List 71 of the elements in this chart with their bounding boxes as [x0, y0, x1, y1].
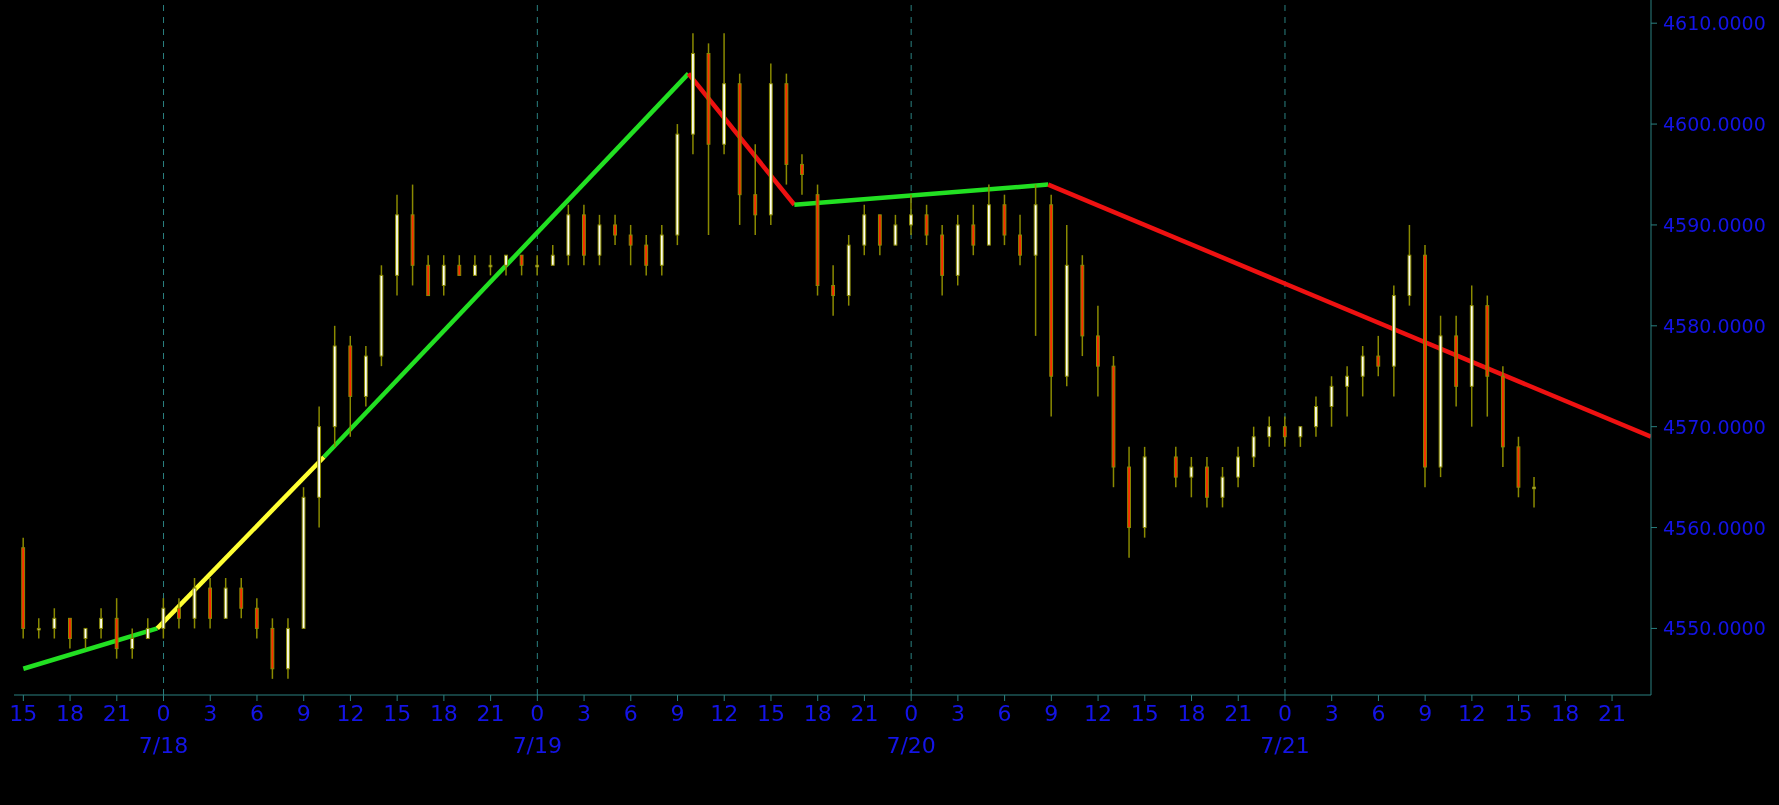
candlestick: [457, 254, 462, 277]
candlestick: [519, 254, 524, 277]
y-tick-label: 4610.0000: [1663, 12, 1766, 35]
candlestick: [831, 264, 836, 317]
x-tick-label: 0 7/21: [1260, 701, 1310, 758]
x-tick-label: 15: [9, 701, 38, 726]
x-tick-label: 18: [803, 701, 832, 726]
y-tick-label: 4560.0000: [1663, 516, 1766, 539]
candlestick: [99, 607, 103, 640]
candlestick: [130, 627, 135, 660]
candlestick: [644, 234, 649, 277]
x-tick-label: 9: [670, 701, 685, 726]
x-tick-label: 18: [1551, 701, 1580, 726]
x-tick-label: 3: [950, 701, 965, 726]
y-tick-label: 4600.0000: [1663, 113, 1766, 136]
x-tick-label: 21: [1224, 701, 1253, 726]
x-tick-label: 12: [710, 701, 739, 726]
x-tick-label: 12: [1084, 701, 1113, 726]
x-tick-label: 6: [623, 701, 638, 726]
x-tick-label: 6: [997, 701, 1012, 726]
candlestick: [1018, 214, 1022, 267]
y-tick-label: 4590.0000: [1663, 213, 1766, 236]
candlestick: [161, 597, 166, 640]
candlestick: [36, 617, 41, 640]
x-tick-label: 15: [1504, 701, 1533, 726]
x-tick-label: 15: [756, 701, 785, 726]
x-tick-label: 0 7/18: [138, 701, 189, 758]
x-tick-label: 15: [383, 701, 412, 726]
candlestick: [145, 617, 150, 640]
candlestick: [472, 254, 477, 277]
x-tick-label: 3: [203, 701, 218, 726]
y-tick-label: 4580.0000: [1663, 314, 1766, 337]
x-tick-label: 0 7/20: [886, 701, 936, 758]
x-tick-label: 6: [1371, 701, 1386, 726]
x-tick-label: 18: [56, 701, 85, 726]
candlestick: [177, 597, 181, 630]
x-tick-label: 21: [102, 701, 131, 726]
y-tick-label: 4550.0000: [1663, 617, 1766, 640]
candlestick: [909, 193, 913, 236]
candlestick: [550, 244, 555, 267]
candlestick: [83, 627, 88, 650]
candlestick: [613, 214, 617, 246]
x-tick-label: 18: [1177, 701, 1206, 726]
y-tick-label: 4570.0000: [1663, 415, 1766, 438]
candlestick: [239, 577, 244, 620]
candlestick: [488, 254, 493, 277]
x-tick-label: 12: [1457, 701, 1486, 726]
x-tick-label: 21: [476, 701, 505, 726]
candlestick: [441, 254, 446, 297]
x-tick-label: 18: [429, 701, 458, 726]
x-tick-label: 9: [1044, 701, 1059, 726]
candlestick: [893, 214, 898, 246]
x-tick-label: 15: [1130, 701, 1159, 726]
x-tick-label: 3: [1324, 701, 1339, 726]
x-tick-label: 21: [850, 701, 879, 726]
candlestick: [971, 204, 976, 256]
x-tick-label: 9: [296, 701, 311, 726]
x-tick-label: 3: [577, 701, 592, 726]
candlestick: [68, 617, 72, 650]
candlestick: [504, 254, 508, 277]
candlestick: [753, 143, 758, 236]
x-tick-label: 21: [1598, 701, 1627, 726]
candlestick: [52, 607, 57, 640]
candlestick: [924, 204, 929, 246]
x-tick-label: 6: [249, 701, 264, 726]
x-tick-label: 9: [1418, 701, 1433, 726]
x-tick-label: 12: [336, 701, 365, 726]
candlestick: [800, 153, 804, 196]
candlestick: [254, 597, 259, 640]
candlestick: [628, 224, 633, 267]
x-tick-label: 0 7/19: [512, 701, 563, 758]
